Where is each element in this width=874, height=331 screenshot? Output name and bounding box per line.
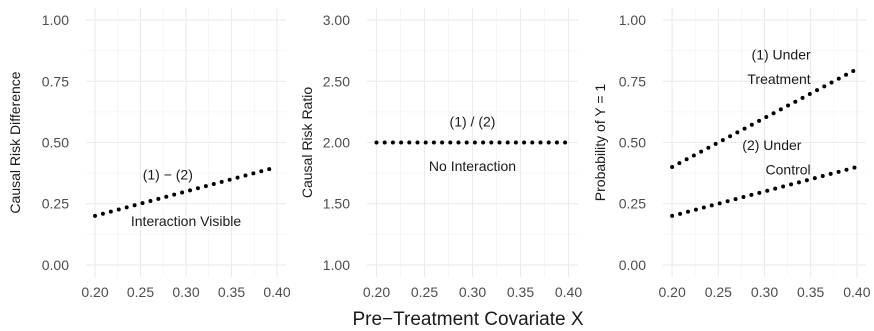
annotation: Control bbox=[766, 161, 811, 177]
annotation: No Interaction bbox=[429, 158, 516, 174]
x-tick-label: 0.25 bbox=[705, 284, 732, 300]
annotation: (1) − (2) bbox=[143, 166, 193, 182]
x-tick-label: 0.40 bbox=[555, 284, 582, 300]
y-tick-label: 1.00 bbox=[42, 12, 69, 28]
x-tick-label: 0.20 bbox=[659, 284, 686, 300]
x-axis-label: Pre−Treatment Covariate X bbox=[352, 309, 583, 330]
x-tick-label: 0.40 bbox=[843, 284, 870, 300]
y-tick-label: 1.00 bbox=[619, 12, 646, 28]
gridlines bbox=[663, 8, 866, 277]
y-tick-label: 0.25 bbox=[42, 196, 69, 212]
x-tick-label: 0.40 bbox=[263, 284, 290, 300]
x-tick-label: 0.25 bbox=[127, 284, 154, 300]
panel-1: 0.20 0.25 0.30 0.35 0.40 0.00 0.25 0.50 0.75 1.00… bbox=[7, 8, 291, 300]
gridlines bbox=[367, 8, 578, 277]
annotation: (1) Under bbox=[752, 46, 811, 62]
series-line-2 bbox=[670, 164, 859, 218]
x-tick-label: 0.25 bbox=[411, 284, 438, 300]
y-axis-label: Causal Risk Ratio bbox=[299, 87, 315, 198]
gridlines bbox=[86, 8, 286, 277]
annotation: Interaction Visible bbox=[131, 213, 241, 229]
annotation: Treatment bbox=[747, 71, 810, 87]
annotation: (2) Under bbox=[742, 137, 801, 153]
annotation: (1) / (2) bbox=[450, 114, 496, 130]
x-tick-label: 0.20 bbox=[363, 284, 390, 300]
y-tick-label: 0.50 bbox=[42, 135, 69, 151]
x-tick-label: 0.30 bbox=[172, 284, 199, 300]
y-axis-label: Causal Risk Difference bbox=[7, 71, 23, 213]
y-tick-label: 0.75 bbox=[619, 73, 646, 89]
x-tick-label: 0.30 bbox=[459, 284, 486, 300]
panel-2: 0.20 0.25 0.30 0.35 0.40 1.00 1.50 2.00 2.50 3.00… bbox=[299, 8, 582, 300]
y-tick-label: 0.00 bbox=[42, 257, 69, 273]
x-tick-label: 0.35 bbox=[507, 284, 534, 300]
y-tick-label: 0.50 bbox=[619, 135, 646, 151]
y-tick-label: 0.75 bbox=[42, 73, 69, 89]
panel-3: 0.20 0.25 0.30 0.35 0.40 0.00 0.25 0.50 0.75 1.00… bbox=[592, 8, 871, 300]
y-axis-label: Probability of Y = 1 bbox=[592, 84, 608, 202]
series-line-1 bbox=[93, 164, 279, 218]
y-tick-label: 1.50 bbox=[323, 196, 350, 212]
y-tick-label: 0.00 bbox=[619, 257, 646, 273]
y-tick-label: 0.25 bbox=[619, 196, 646, 212]
y-tick-label: 3.00 bbox=[323, 12, 350, 28]
x-tick-label: 0.35 bbox=[218, 284, 245, 300]
y-tick-label: 1.00 bbox=[323, 257, 350, 273]
x-tick-label: 0.20 bbox=[81, 284, 108, 300]
x-tick-label: 0.35 bbox=[797, 284, 824, 300]
x-tick-label: 0.30 bbox=[751, 284, 778, 300]
y-tick-label: 2.50 bbox=[323, 73, 350, 89]
y-tick-label: 2.00 bbox=[323, 135, 350, 151]
